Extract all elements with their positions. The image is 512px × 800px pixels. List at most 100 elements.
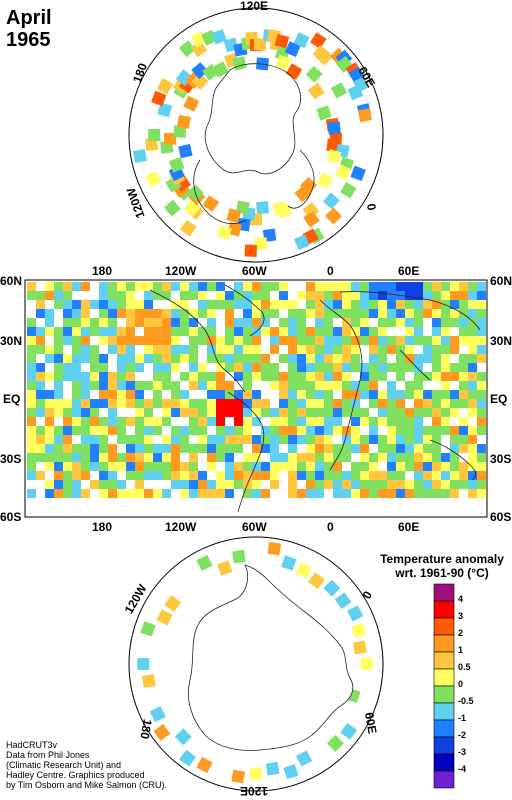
map-cell bbox=[396, 399, 405, 408]
map-cell bbox=[252, 489, 261, 498]
map-cell bbox=[459, 471, 468, 480]
map-cell bbox=[252, 480, 261, 489]
map-cell bbox=[378, 417, 387, 426]
map-cell bbox=[144, 327, 153, 336]
map-cell bbox=[198, 327, 207, 336]
map-cell bbox=[468, 426, 477, 435]
map-cell bbox=[180, 426, 189, 435]
map-cell bbox=[81, 426, 90, 435]
polar-cell bbox=[254, 237, 268, 250]
map-cell bbox=[405, 345, 414, 354]
map-cell bbox=[387, 336, 396, 345]
map-cell bbox=[378, 354, 387, 363]
map-cell bbox=[441, 309, 450, 318]
map-cell bbox=[72, 390, 81, 399]
map-cell bbox=[180, 408, 189, 417]
map-cell bbox=[180, 291, 189, 300]
map-cell bbox=[261, 318, 270, 327]
polar-cell bbox=[358, 108, 373, 123]
map-cell bbox=[432, 408, 441, 417]
map-cell bbox=[207, 354, 216, 363]
map-cell bbox=[243, 345, 252, 354]
map-cell bbox=[360, 390, 369, 399]
map-cell bbox=[189, 471, 198, 480]
map-cell bbox=[135, 282, 144, 291]
polar-cell bbox=[285, 63, 303, 80]
map-cell bbox=[441, 489, 450, 498]
map-cell bbox=[396, 300, 405, 309]
map-cell bbox=[468, 390, 477, 399]
map-cell bbox=[126, 471, 135, 480]
map-cell bbox=[189, 291, 198, 300]
map-cell bbox=[63, 336, 72, 345]
map-cell bbox=[162, 282, 171, 291]
map-cell bbox=[423, 291, 432, 300]
map-cell bbox=[477, 327, 486, 336]
map-cell bbox=[468, 327, 477, 336]
map-cell bbox=[279, 336, 288, 345]
map-cell bbox=[423, 399, 432, 408]
map-cell bbox=[360, 435, 369, 444]
map-cell bbox=[135, 399, 144, 408]
map-cell bbox=[387, 462, 396, 471]
map-cell bbox=[369, 390, 378, 399]
map-cell bbox=[243, 336, 252, 345]
map-cell bbox=[243, 300, 252, 309]
map-cell bbox=[36, 408, 45, 417]
map-cell bbox=[351, 282, 360, 291]
map-cell bbox=[261, 291, 270, 300]
map-cell bbox=[54, 471, 63, 480]
map-cell bbox=[234, 408, 243, 417]
map-cell bbox=[180, 345, 189, 354]
map-cell bbox=[54, 444, 63, 453]
map-cell bbox=[342, 300, 351, 309]
map-cell bbox=[378, 282, 387, 291]
map-cell bbox=[144, 300, 153, 309]
map-cell bbox=[270, 345, 279, 354]
map-cell bbox=[216, 435, 225, 444]
map-cell bbox=[324, 399, 333, 408]
map-cell bbox=[198, 417, 207, 426]
map-cell bbox=[63, 372, 72, 381]
map-cell bbox=[72, 471, 81, 480]
map-cell bbox=[54, 435, 63, 444]
map-cell bbox=[99, 390, 108, 399]
map-cell bbox=[72, 426, 81, 435]
map-cell bbox=[333, 345, 342, 354]
map-cell bbox=[342, 489, 351, 498]
polar-cell bbox=[235, 200, 250, 215]
top-lon-label-60w: 60W bbox=[242, 264, 267, 278]
map-cell bbox=[270, 381, 279, 390]
map-cell bbox=[243, 291, 252, 300]
map-cell bbox=[72, 408, 81, 417]
map-cell bbox=[234, 345, 243, 354]
map-cell bbox=[54, 408, 63, 417]
map-cell bbox=[306, 462, 315, 471]
map-cell bbox=[198, 408, 207, 417]
map-cell bbox=[225, 345, 234, 354]
polar-cell bbox=[145, 171, 162, 187]
legend-swatch bbox=[433, 583, 455, 602]
map-cell bbox=[333, 381, 342, 390]
map-cell bbox=[270, 471, 279, 480]
map-cell bbox=[459, 390, 468, 399]
bottom-lon-label-60w: 60W bbox=[242, 520, 267, 534]
map-cell bbox=[396, 489, 405, 498]
map-cell bbox=[360, 282, 369, 291]
map-cell bbox=[423, 282, 432, 291]
map-cell bbox=[198, 291, 207, 300]
map-cell bbox=[423, 336, 432, 345]
map-cell bbox=[270, 453, 279, 462]
map-cell bbox=[135, 426, 144, 435]
map-cell bbox=[279, 426, 288, 435]
map-cell bbox=[270, 444, 279, 453]
map-cell bbox=[99, 381, 108, 390]
map-cell bbox=[171, 435, 180, 444]
legend-label: -1 bbox=[458, 713, 467, 723]
map-cell bbox=[135, 390, 144, 399]
map-cell bbox=[81, 327, 90, 336]
map-cell bbox=[162, 417, 171, 426]
map-cell bbox=[468, 282, 477, 291]
top-lon-label-180: 180 bbox=[92, 264, 113, 278]
map-cell bbox=[288, 300, 297, 309]
